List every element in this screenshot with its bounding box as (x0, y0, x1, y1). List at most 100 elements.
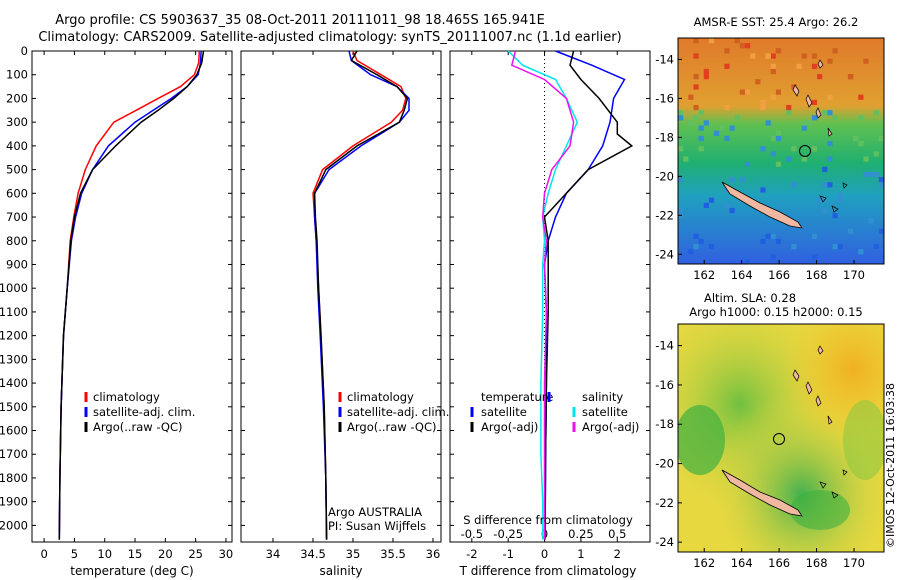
sst-pixel (693, 244, 699, 250)
sst-pixel (847, 74, 854, 80)
map-y-tick-label: -18 (655, 417, 674, 431)
difference-panel: -2 -1 0 1 2-0.5 -0.25 0 0.25 0.5 temperature sal… (449, 50, 651, 578)
sst-pixel (770, 63, 776, 69)
sst-pixel (688, 94, 694, 100)
sla-field-blob-4 (678, 405, 725, 475)
sla-field-blob-5 (790, 490, 850, 530)
x-tick-label: 30 (219, 547, 234, 561)
y-tick-label: 0 (21, 44, 28, 58)
vanuatu-islands (792, 345, 833, 425)
s-tick-label: -0.5 (461, 527, 483, 541)
sla-field-blob-6 (843, 400, 884, 480)
sst-pixel (878, 182, 884, 188)
y-tick-label: 1600 (0, 424, 28, 438)
sst-pixel (801, 53, 807, 59)
sst-pixel (724, 202, 730, 208)
salinity-plot-frame (240, 50, 442, 543)
map-y-tick-label: -22 (655, 208, 674, 222)
sst-map-field (678, 38, 884, 264)
sst-pixel (678, 115, 684, 121)
s-tick-label: -0.25 (493, 527, 523, 541)
legend-label-climatology: climatology (347, 390, 414, 404)
x-tick-label: 0 (541, 547, 548, 561)
sla-map-panel: Altim. SLA: 0.28 Argo h1000: 0.15 h2000:… (655, 291, 885, 570)
sst-pixel (827, 182, 833, 188)
sst-pixel (832, 48, 838, 54)
sst-pixel (822, 166, 828, 172)
sst-pixel (729, 125, 735, 131)
sst-pixel (863, 171, 869, 178)
legend-label-climatology: climatology (93, 390, 160, 404)
sst-pixel (786, 110, 792, 116)
sst-pixel (760, 104, 766, 111)
s-tick-label: 0.5 (608, 527, 626, 541)
sst-pixel (770, 68, 776, 75)
sst-pixel (832, 244, 838, 250)
sst-pixel (811, 53, 818, 59)
sst-pixel (698, 110, 704, 116)
sst-pixel (755, 79, 761, 85)
series-line-salinity-satellite (507, 50, 579, 540)
sst-pixel (698, 135, 704, 142)
sst-pixel (822, 110, 828, 116)
sst-pixel (873, 110, 879, 116)
series-line-satellite-adj-clim- (313, 50, 410, 540)
sst-pixel (801, 156, 807, 162)
sst-pixel (744, 259, 751, 264)
sst-pixel (714, 130, 720, 136)
sst-pixel (868, 218, 874, 224)
sst-pixel (693, 84, 699, 90)
new-caledonia-land (721, 181, 803, 229)
sst-pixel (698, 125, 704, 131)
sst-pixel (770, 53, 776, 59)
sst-pixel (811, 99, 818, 105)
salinity-panel: 34 34.5 35 35.5 36 climatology satellite-adj… (240, 50, 449, 578)
map-y-tick-label: -16 (655, 378, 674, 392)
sst-pixel (827, 58, 833, 64)
sst-pixel (858, 115, 864, 121)
sst-pixel (786, 104, 792, 111)
new-caledonia-land (721, 469, 803, 517)
x-tick-label: 34.5 (300, 547, 326, 561)
sst-pixel (770, 135, 776, 142)
sst-pixel (688, 249, 694, 255)
sst-pixel (878, 228, 884, 234)
sst-pixel (678, 146, 684, 152)
temperature-axes: 0 5 10 15 20 25 300100200300400500600700800900… (0, 44, 233, 561)
sst-pixel (863, 156, 869, 162)
sst-pixel (863, 58, 869, 64)
map-x-tick-label: 166 (768, 268, 790, 282)
map-y-tick-label: -14 (655, 339, 674, 353)
x-tick-label: 2 (614, 547, 621, 561)
difference-legend: temperature salinity satellite satellite… (470, 390, 639, 434)
sst-pixel (703, 74, 709, 80)
sst-pixel (832, 213, 838, 219)
map-y-tick-label: -18 (655, 130, 674, 144)
sst-pixel (817, 74, 823, 80)
sst-pixel (760, 187, 766, 193)
legend-label-t-satellite: satellite (481, 405, 527, 419)
legend-label-satellite: satellite-adj. clim. (347, 405, 449, 419)
y-tick-label: 300 (6, 115, 28, 129)
sst-pixel (678, 207, 684, 214)
sst-pixel (724, 63, 730, 69)
sst-pixel (775, 130, 782, 136)
y-tick-label: 900 (6, 257, 28, 271)
s-difference-label: S difference from climatology (463, 513, 633, 527)
sst-pixel (703, 68, 709, 75)
sst-pixel (786, 156, 792, 162)
sst-pixel (698, 146, 704, 152)
salinity-x-label: salinity (319, 564, 362, 578)
x-tick-label: -2 (466, 547, 477, 561)
sla-map-subtitle: Argo h1000: 0.15 h2000: 0.15 (689, 305, 862, 319)
sst-pixel (729, 177, 735, 183)
sst-pixel (873, 171, 879, 178)
map-x-tick-label: 164 (731, 556, 753, 570)
sst-pixel (878, 177, 884, 183)
sst-pixel (703, 202, 709, 208)
x-tick-label: 15 (128, 547, 143, 561)
sst-pixel (873, 244, 879, 250)
map-x-tick-label: 170 (843, 268, 865, 282)
sst-pixel (744, 89, 751, 95)
